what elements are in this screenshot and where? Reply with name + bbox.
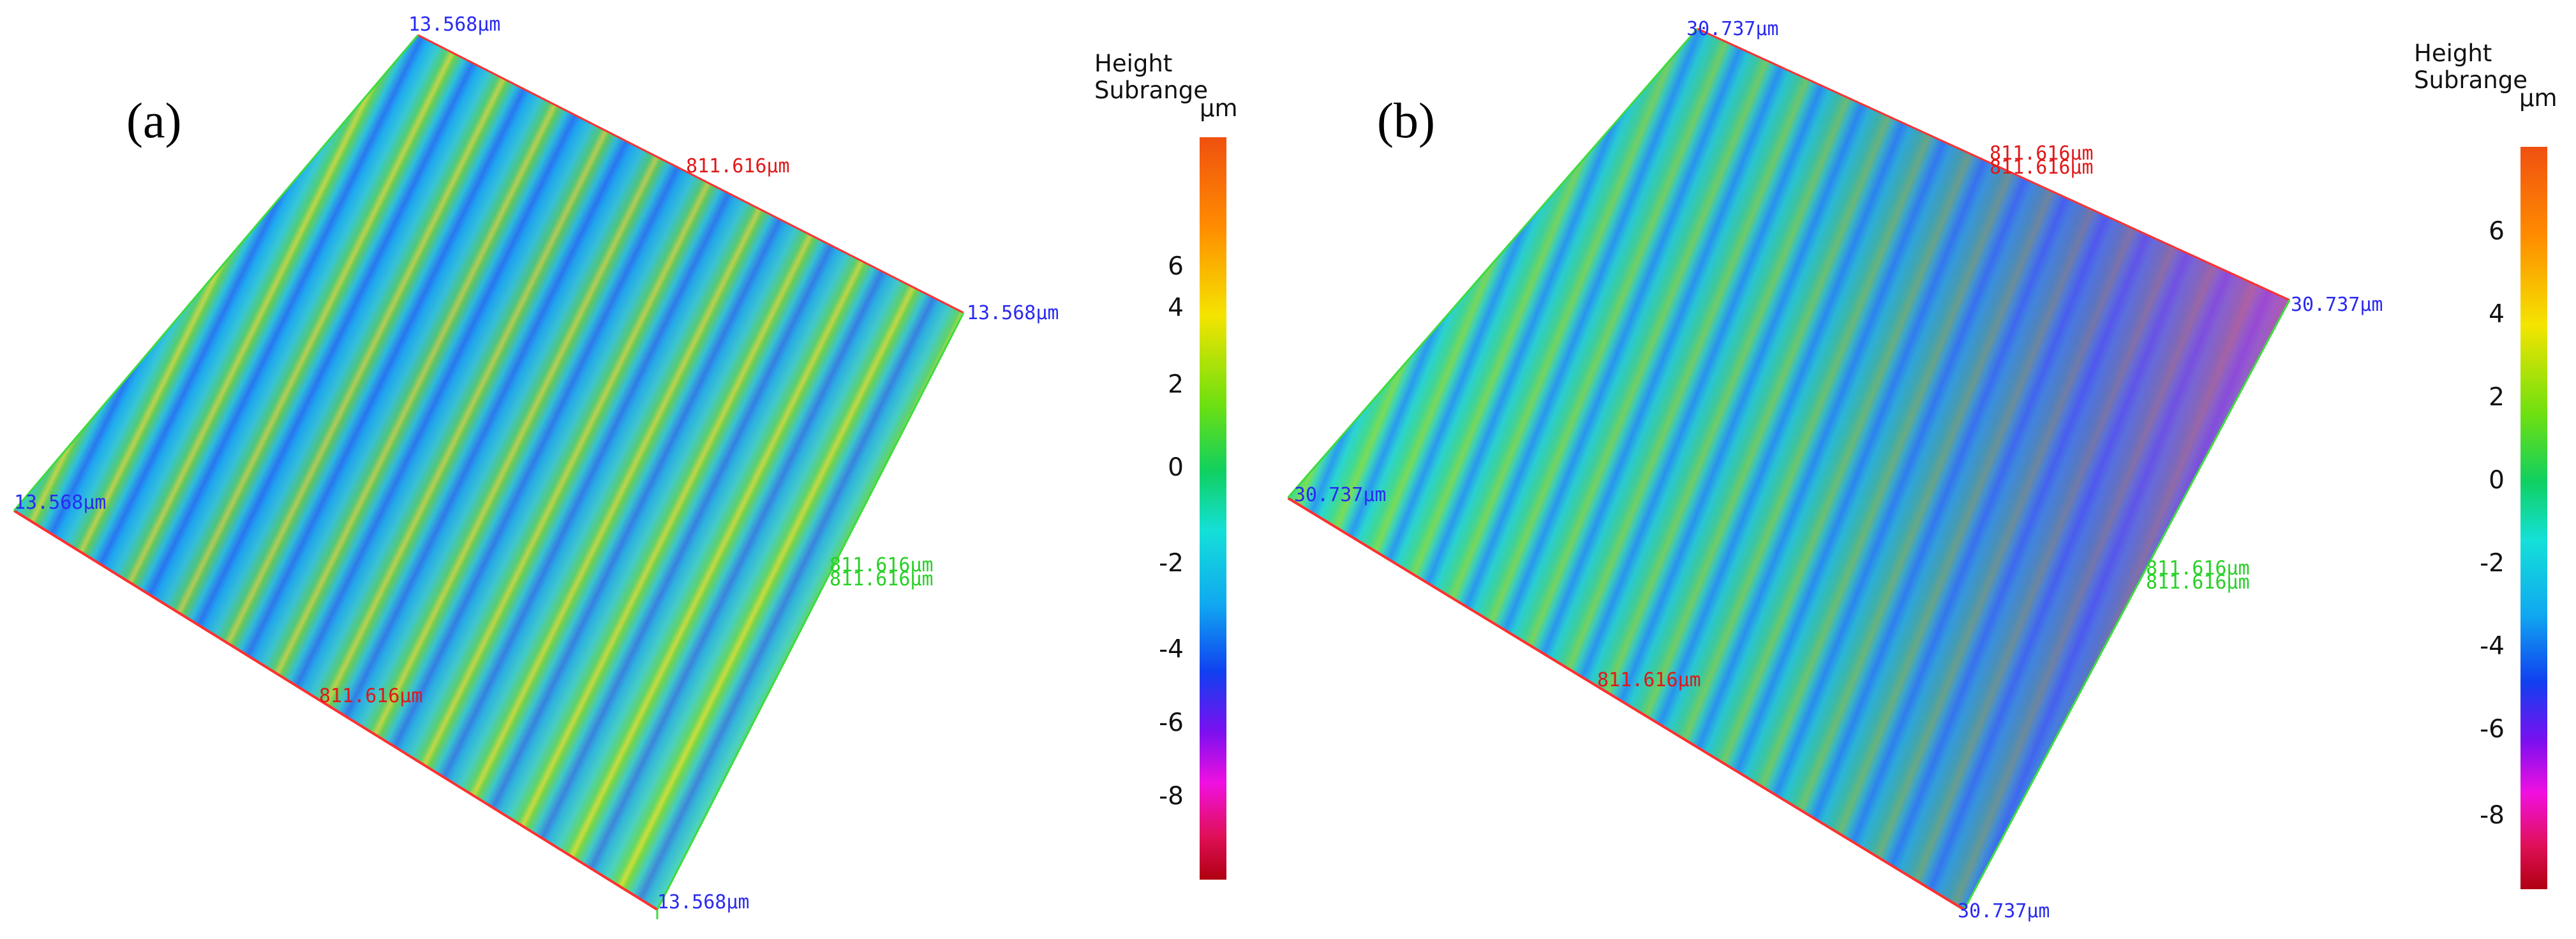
- panel-b-colorbar-title-1: Height: [2414, 40, 2492, 67]
- panel-b-label-x-top-1: 811.616µm: [1990, 142, 2094, 165]
- panel-a-label: (a): [126, 93, 182, 148]
- panel-a-label-right: 13.568µm: [967, 302, 1059, 324]
- panel-b-edge-right: [1963, 299, 2291, 910]
- panel-b-colorbar-tick: 2: [2489, 383, 2505, 412]
- panel-b-colorbar-tick: 6: [2489, 217, 2505, 246]
- panel-b-colorbar-tick: 0: [2489, 466, 2505, 495]
- panel-b-colorbar-gradient: [2520, 147, 2547, 889]
- panel-b-edge-left: [1288, 28, 1699, 499]
- panel-a-colorbar-tick: -2: [1159, 549, 1184, 578]
- panel-a-label-x-bottom: 811.616µm: [319, 685, 423, 707]
- panel-a-colorbar-tick: 6: [1168, 252, 1184, 281]
- panel-b-colorbar-tick: 4: [2489, 300, 2505, 329]
- panel-a-edge-right: [656, 312, 965, 910]
- panel-a-colorbar-title-2: Subrange: [1094, 77, 1209, 104]
- panel-b-label: (b): [1377, 93, 1435, 148]
- panel-a-surface-plot: 13.568µm 13.568µm 13.568µm 13.568µm 811.…: [13, 13, 1059, 919]
- panel-b-colorbar-tick: -8: [2480, 801, 2505, 830]
- panel-a-colorbar-title-1: Height: [1094, 50, 1173, 77]
- panel-b-colorbar-tick: -2: [2480, 549, 2505, 578]
- panel-b-colorbar-tick: -6: [2480, 715, 2505, 744]
- panel-b-surface-plot: 30.737µm 30.737µm 30.737µm 30.737µm 811.…: [1288, 18, 2383, 922]
- panel-a-colorbar-tick: 0: [1168, 453, 1184, 482]
- panel-b-label-bottom: 30.737µm: [1958, 900, 2050, 922]
- panel-b-label-y-right-2: 811.616µm: [2146, 571, 2250, 594]
- panel-b-surface-shade: [1288, 29, 2289, 910]
- panel-b-colorbar-title-2: Subrange: [2414, 66, 2528, 94]
- panel-b-edge-bottom: [1288, 497, 1965, 911]
- panel-a-colorbar-tick: -8: [1159, 782, 1184, 811]
- panel-a-colorbar-tick: -6: [1159, 709, 1184, 737]
- panel-b: (b) 30.737µm 30.737µm 30.737µm 30.737µm …: [1288, 0, 2575, 939]
- panel-b-edge-top: [1697, 27, 2290, 301]
- panel-b-colorbar-tick: -4: [2480, 632, 2505, 661]
- panel-b-label-right: 30.737µm: [2291, 294, 2383, 316]
- panel-b-label-x-bottom: 811.616µm: [1597, 669, 1701, 691]
- panel-a: (a) 13.568µm 13.568µm 13.568µm 13.568µm …: [13, 13, 1238, 919]
- panel-a-colorbar-gradient: [1200, 137, 1226, 880]
- panel-b-label-top: 30.737µm: [1686, 18, 1779, 40]
- panel-b-label-y-right-1: 811.616µm: [2146, 557, 2250, 580]
- panel-a-label-bottom: 13.568µm: [657, 891, 750, 913]
- panel-a-colorbar-unit: µm: [1200, 94, 1238, 122]
- panel-a-edge-top: [417, 34, 964, 314]
- panel-a-label-y-right-2: 811.616µm: [830, 568, 934, 590]
- panel-a-label-x-top: 811.616µm: [686, 155, 790, 177]
- panel-a-edge-left: [13, 34, 419, 511]
- panel-a-colorbar-tick: -4: [1159, 635, 1184, 664]
- panel-a-colorbar-tick: 4: [1168, 294, 1184, 322]
- panel-a-label-left: 13.568µm: [14, 492, 107, 514]
- panel-a-edge-bottom: [13, 509, 659, 911]
- panel-b-label-left: 30.737µm: [1294, 484, 1387, 506]
- panel-a-label-top: 13.568µm: [408, 13, 501, 36]
- panel-a-label-y-right-1: 811.616µm: [830, 554, 934, 576]
- panel-b-label-x-top-2: 811.616µm: [1990, 156, 2094, 179]
- panel-a-colorbar-tick: 2: [1168, 370, 1184, 399]
- panel-b-colorbar-unit: µm: [2519, 84, 2557, 112]
- panel-a-surface-shade: [14, 35, 964, 910]
